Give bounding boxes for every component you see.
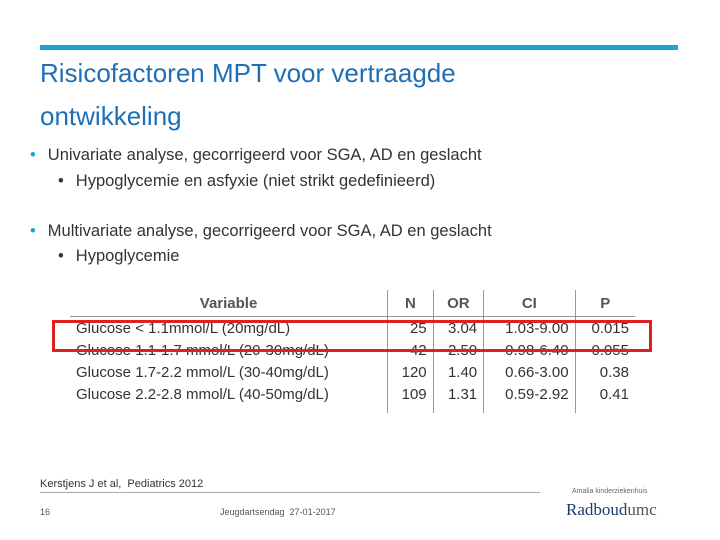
sub-bullet: Hypoglycemie en asfyxie (niet strikt ged… [58,172,436,191]
hospital: Amalia kinderziekenhuis [572,488,648,495]
column-header: CI [483,290,576,317]
table-cell: Glucose 2.2-2.8 mmol/L (40-50mg/dL) [70,383,389,413]
column-header: P [575,290,635,317]
logo-main: Radboud [566,500,628,519]
bullet: Univariate analyse, gecorrigeerd voor SG… [30,146,482,165]
citation: Kerstjens J et al, Pediatrics 2012 [40,478,204,490]
table-cell: 1.40 [433,361,485,383]
table-cell: 0.015 [591,319,629,337]
table-row: Glucose 2.2-2.8 mmol/L (40-50mg/dL) 109 1.… [70,383,635,413]
title: ontwikkeling [40,101,182,131]
header-row: Variable N OR CI P [70,290,635,317]
logo: Radboudumc [566,500,657,520]
table-cell: 0.41 [599,385,629,403]
column-header: Variable [70,290,389,317]
sub-bullet: Hypoglycemie [58,247,180,266]
top-bar [40,45,678,50]
footer-line [40,492,540,493]
column-header: OR [433,290,485,317]
table-cell: Glucose 1.7-2.2 mmol/L (30-40mg/dL) [70,361,389,383]
table-cell: 1.31 [433,383,485,413]
table-cell: 0.66-3.00 [483,361,576,383]
bullet: Multivariate analyse, gecorrigeerd voor … [30,222,492,241]
logo-suffix: umc [627,500,657,519]
page-number: 16 [40,507,51,517]
table-cell: 120 [387,361,434,383]
event: Jeugdartsendag 27-01-2017 [220,507,336,517]
title: Risicofactoren MPT voor vertraagde [40,58,456,88]
table-cell: 0.59-2.92 [483,383,576,413]
table-cell: 0.38 [599,363,629,381]
highlight-box [52,320,652,352]
table-row: Glucose 1.7-2.2 mmol/L (30-40mg/dL) 120 1.… [70,361,635,383]
table-cell: 109 [387,383,434,413]
column-header: N [387,290,434,317]
